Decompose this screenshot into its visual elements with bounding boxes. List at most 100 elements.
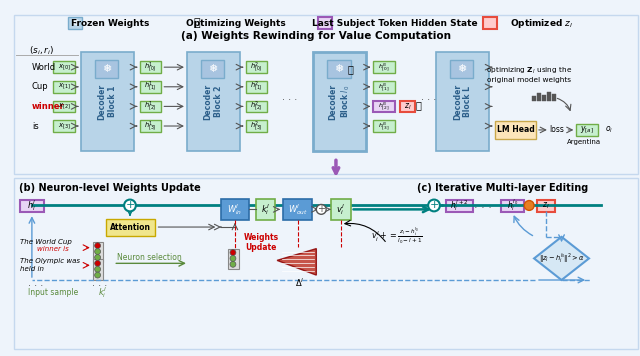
Text: $z_l$: $z_l$ — [404, 101, 412, 112]
Bar — [537, 200, 555, 212]
Text: original model weights: original model weights — [487, 77, 571, 83]
Text: Attention: Attention — [111, 222, 152, 231]
Bar — [95, 60, 118, 78]
Text: ❅: ❅ — [71, 18, 79, 28]
Bar — [221, 199, 249, 220]
Text: . . .: . . . — [420, 91, 436, 101]
Bar — [532, 96, 536, 100]
Bar — [547, 92, 551, 100]
Text: $h_i^l$: $h_i^l$ — [27, 198, 36, 213]
Bar — [283, 199, 312, 220]
Bar — [446, 200, 473, 212]
Bar — [246, 120, 268, 132]
Text: $o_i$: $o_i$ — [605, 125, 612, 135]
Text: . . .: . . . — [282, 91, 298, 101]
Text: $h^{l_0}_{[3]}$: $h^{l_0}_{[3]}$ — [378, 120, 390, 132]
Text: $h^2_{[2]}$: $h^2_{[2]}$ — [250, 100, 262, 113]
Text: $\|z_l-h_i^{l_0}\|^2>\alpha$: $\|z_l-h_i^{l_0}\|^2>\alpha$ — [539, 252, 584, 265]
Text: $x_{[1]}$: $x_{[1]}$ — [58, 82, 70, 91]
Text: optimizing $\mathbf{Z}_l$ using the: optimizing $\mathbf{Z}_l$ using the — [486, 66, 572, 76]
Bar — [14, 15, 638, 174]
Text: $h^1_{[3]}$: $h^1_{[3]}$ — [145, 119, 157, 133]
Bar — [318, 17, 332, 29]
Text: $h^2_{[3]}$: $h^2_{[3]}$ — [250, 119, 262, 133]
Text: loss: loss — [549, 125, 564, 135]
Text: $x_{[3]}$: $x_{[3]}$ — [58, 121, 70, 131]
Text: $h_i^{l_0}$: $h_i^{l_0}$ — [507, 198, 518, 213]
Bar — [106, 219, 156, 236]
Circle shape — [95, 260, 100, 266]
Bar — [140, 81, 161, 93]
Bar — [537, 93, 541, 100]
Text: $x_{[2]}$: $x_{[2]}$ — [58, 102, 70, 111]
Bar — [314, 52, 366, 151]
Text: winner is: winner is — [36, 246, 68, 252]
Text: Decoder
Block 2: Decoder Block 2 — [204, 83, 223, 120]
Bar — [93, 260, 104, 280]
Text: $x_{[0]}$: $x_{[0]}$ — [58, 63, 70, 72]
Bar — [331, 199, 351, 220]
Text: ❅: ❅ — [102, 64, 111, 74]
Circle shape — [428, 200, 440, 211]
Bar — [255, 199, 275, 220]
Text: $\Delta^l$: $\Delta^l$ — [295, 277, 305, 289]
Text: $(s_i, r_i)$: $(s_i, r_i)$ — [29, 44, 54, 57]
Circle shape — [95, 255, 100, 260]
Bar — [81, 52, 134, 151]
Bar — [54, 81, 75, 93]
Circle shape — [316, 204, 326, 214]
Bar — [54, 61, 75, 73]
Text: $v^l_i$: $v^l_i$ — [337, 202, 346, 217]
Circle shape — [230, 250, 236, 256]
Text: Decoder
Block L: Decoder Block L — [452, 83, 472, 120]
Bar — [400, 100, 415, 112]
Bar — [246, 61, 268, 73]
Bar — [54, 120, 75, 132]
Text: $k_i^l$: $k_i^l$ — [98, 285, 107, 300]
Text: The World Cup: The World Cup — [20, 239, 72, 245]
Text: Weights
Update: Weights Update — [244, 233, 279, 252]
Text: Optimizing Weights: Optimizing Weights — [186, 19, 286, 27]
Text: (c) Iterative Multi-layer Editing: (c) Iterative Multi-layer Editing — [417, 183, 588, 193]
Text: (a) Weights Rewinding for Value Computation: (a) Weights Rewinding for Value Computat… — [181, 31, 451, 41]
Bar — [373, 100, 395, 112]
Text: $W^l_{in}$: $W^l_{in}$ — [227, 202, 243, 217]
Text: +: + — [429, 200, 438, 210]
Circle shape — [230, 256, 236, 261]
Text: $h^{l_0}_{[0]}$: $h^{l_0}_{[0]}$ — [378, 61, 390, 73]
Bar — [327, 60, 351, 78]
Text: Decoder
Block $l_0$: Decoder Block $l_0$ — [328, 83, 351, 120]
Bar — [373, 81, 395, 93]
Bar — [450, 60, 473, 78]
Text: . . .: . . . — [28, 278, 44, 288]
Circle shape — [230, 261, 236, 267]
Bar — [187, 52, 240, 151]
Circle shape — [524, 200, 534, 210]
Text: Last Subject Token Hidden State: Last Subject Token Hidden State — [312, 19, 477, 27]
Text: $h^1_{[2]}$: $h^1_{[2]}$ — [145, 100, 157, 113]
Text: $k^l_i$: $k^l_i$ — [260, 202, 270, 217]
Text: Cup: Cup — [32, 82, 49, 91]
Bar — [436, 52, 489, 151]
Bar — [552, 94, 556, 100]
Text: $h^{l_0}_{[1]}$: $h^{l_0}_{[1]}$ — [378, 81, 390, 93]
Text: The Olympic was: The Olympic was — [20, 258, 80, 265]
Bar — [483, 17, 497, 29]
Text: Optimized $z_l$: Optimized $z_l$ — [510, 16, 573, 30]
Text: winner: winner — [32, 102, 65, 111]
Text: $h^2_{[0]}$: $h^2_{[0]}$ — [250, 61, 262, 74]
Text: . . .: . . . — [474, 200, 492, 210]
Bar — [54, 100, 75, 112]
Polygon shape — [534, 237, 589, 280]
Bar — [373, 61, 395, 73]
Circle shape — [124, 200, 136, 211]
Text: +: + — [125, 200, 134, 210]
Bar — [542, 95, 546, 100]
Text: ❅: ❅ — [207, 64, 217, 74]
Text: $y_{[a]}$: $y_{[a]}$ — [580, 124, 594, 136]
Text: . . .: . . . — [92, 278, 107, 288]
Circle shape — [95, 243, 100, 248]
Text: ❅: ❅ — [457, 64, 466, 74]
Text: +: + — [317, 204, 325, 214]
Text: 🔥: 🔥 — [415, 100, 421, 110]
